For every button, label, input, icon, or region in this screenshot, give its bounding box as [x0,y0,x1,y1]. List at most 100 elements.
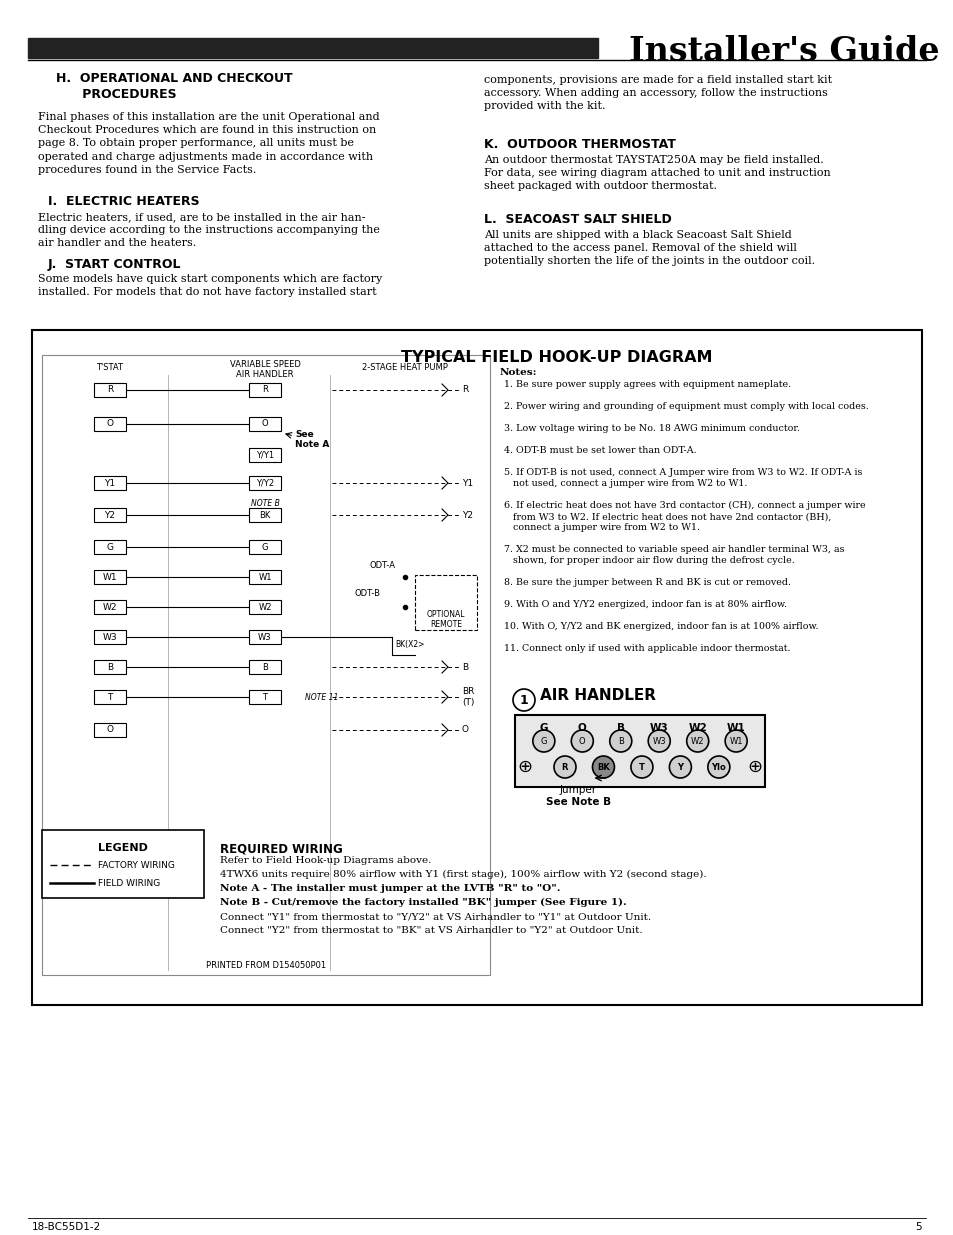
Text: ODT-B: ODT-B [355,589,380,598]
Text: OPTIONAL
REMOTE: OPTIONAL REMOTE [426,610,465,630]
Text: O: O [107,420,113,429]
Circle shape [686,730,708,752]
Text: G: G [261,542,268,552]
Text: R: R [461,385,468,394]
Bar [249,383,281,396]
Bar [249,540,281,555]
Bar [249,600,281,614]
Text: K.  OUTDOOR THERMOSTAT: K. OUTDOOR THERMOSTAT [483,138,675,151]
Text: O: O [107,725,113,735]
Text: 6. If electric heat does not have 3rd contactor (CH), connect a jumper wire
   f: 6. If electric heat does not have 3rd co… [503,501,864,532]
Text: O: O [578,736,585,746]
Text: W1: W1 [103,573,117,582]
Text: See
Note A: See Note A [294,430,329,450]
Text: 7. X2 must be connected to variable speed air handler terminal W3, as
   shown, : 7. X2 must be connected to variable spee… [503,545,843,566]
Circle shape [592,756,614,778]
Bar [249,690,281,704]
Text: G: G [107,542,113,552]
Text: 2-STAGE HEAT PUMP: 2-STAGE HEAT PUMP [362,363,448,372]
Text: B: B [461,662,468,672]
Bar [94,540,126,555]
Circle shape [571,730,593,752]
Text: 4TWX6 units require 80% airflow with Y1 (first stage), 100% airflow with Y2 (sec: 4TWX6 units require 80% airflow with Y1 … [220,869,706,879]
Text: 5. If ODT-B is not used, connect A Jumper wire from W3 to W2. If ODT-A is
   not: 5. If ODT-B is not used, connect A Jumpe… [503,468,862,488]
Text: O: O [578,722,586,734]
Circle shape [554,756,576,778]
Text: T'STAT: T'STAT [96,363,123,372]
Circle shape [724,730,746,752]
Text: R: R [107,385,113,394]
Text: H.  OPERATIONAL AND CHECKOUT
      PROCEDURES: H. OPERATIONAL AND CHECKOUT PROCEDURES [56,72,293,101]
Text: 9. With O and Y/Y2 energized, indoor fan is at 80% airflow.: 9. With O and Y/Y2 energized, indoor fan… [503,600,786,609]
Bar [249,630,281,643]
Bar [94,722,126,737]
Text: Notes:: Notes: [499,368,537,377]
Text: Y2: Y2 [461,510,473,520]
Text: Y: Y [677,762,682,772]
Bar [94,659,126,674]
Text: W3: W3 [652,736,665,746]
Text: B: B [262,662,268,672]
Text: NOTE 11: NOTE 11 [305,693,338,701]
Bar [94,508,126,522]
Text: FIELD WIRING: FIELD WIRING [98,879,160,888]
Text: All units are shipped with a black Seacoast Salt Shield
attached to the access p: All units are shipped with a black Seaco… [483,230,814,267]
Text: Y1: Y1 [104,478,115,488]
Bar [42,830,204,898]
Text: Y1: Y1 [461,478,473,488]
Bar [94,600,126,614]
Text: BK(X2>: BK(X2> [395,641,424,650]
Text: Y2: Y2 [105,510,115,520]
Text: VARIABLE SPEED
AIR HANDLER: VARIABLE SPEED AIR HANDLER [230,359,300,379]
Text: G: G [539,722,548,734]
Text: W3: W3 [103,632,117,641]
Text: R: R [561,762,568,772]
Bar [94,630,126,643]
Text: Connect "Y1" from thermostat to "Y/Y2" at VS Airhandler to "Y1" at Outdoor Unit.: Connect "Y1" from thermostat to "Y/Y2" a… [220,911,651,921]
Text: ODT-A: ODT-A [370,561,395,569]
Text: W2: W2 [258,603,272,611]
Text: B: B [107,662,113,672]
Text: J.  START CONTROL: J. START CONTROL [48,258,181,270]
Bar [249,571,281,584]
Text: W2: W2 [103,603,117,611]
Circle shape [513,689,535,711]
Circle shape [609,730,631,752]
Text: Ylo: Ylo [711,762,725,772]
Text: T: T [262,693,267,701]
Bar [94,417,126,431]
Text: NOTE B: NOTE B [251,499,279,508]
Text: Electric heaters, if used, are to be installed in the air han-
dling device acco: Electric heaters, if used, are to be ins… [38,212,379,248]
Text: O: O [261,420,268,429]
Text: 1: 1 [519,694,528,706]
Text: Some models have quick start components which are factory
installed. For models : Some models have quick start components … [38,274,382,298]
Text: B: B [617,722,624,734]
Text: 8. Be sure the jumper between R and BK is cut or removed.: 8. Be sure the jumper between R and BK i… [503,578,790,587]
Text: 18-BC55D1-2: 18-BC55D1-2 [32,1221,101,1233]
Text: Jumper: Jumper [559,785,597,795]
Text: W3: W3 [258,632,272,641]
Text: BK: BK [597,762,609,772]
Text: Refer to Field Hook-up Diagrams above.: Refer to Field Hook-up Diagrams above. [220,856,431,864]
Text: FACTORY WIRING: FACTORY WIRING [98,861,174,869]
Bar [249,508,281,522]
Text: An outdoor thermostat TAYSTAT250A may be field installed.
For data, see wiring d: An outdoor thermostat TAYSTAT250A may be… [483,156,830,191]
Circle shape [630,756,652,778]
Text: 3. Low voltage wiring to be No. 18 AWG minimum conductor.: 3. Low voltage wiring to be No. 18 AWG m… [503,424,799,433]
Text: O: O [461,725,469,735]
Text: W1: W1 [729,736,742,746]
Text: Note B - Cut/remove the factory installed "BK" jumper (See Figure 1).: Note B - Cut/remove the factory installe… [220,898,626,908]
Text: LEGEND: LEGEND [98,844,148,853]
Text: BR
(T): BR (T) [461,688,474,706]
Text: T: T [107,693,112,701]
Text: components, provisions are made for a field installed start kit
accessory. When : components, provisions are made for a fi… [483,75,831,111]
Text: 11. Connect only if used with applicable indoor thermostat.: 11. Connect only if used with applicable… [503,643,790,653]
Text: W3: W3 [649,722,668,734]
Text: T: T [639,762,644,772]
Bar [28,38,598,58]
Text: 10. With O, Y/Y2 and BK energized, indoor fan is at 100% airflow.: 10. With O, Y/Y2 and BK energized, indoo… [503,622,818,631]
Text: Y/Y1: Y/Y1 [255,451,274,459]
Text: See Note B: See Note B [545,797,610,806]
Text: PRINTED FROM D154050P01: PRINTED FROM D154050P01 [206,961,326,969]
Bar [249,659,281,674]
